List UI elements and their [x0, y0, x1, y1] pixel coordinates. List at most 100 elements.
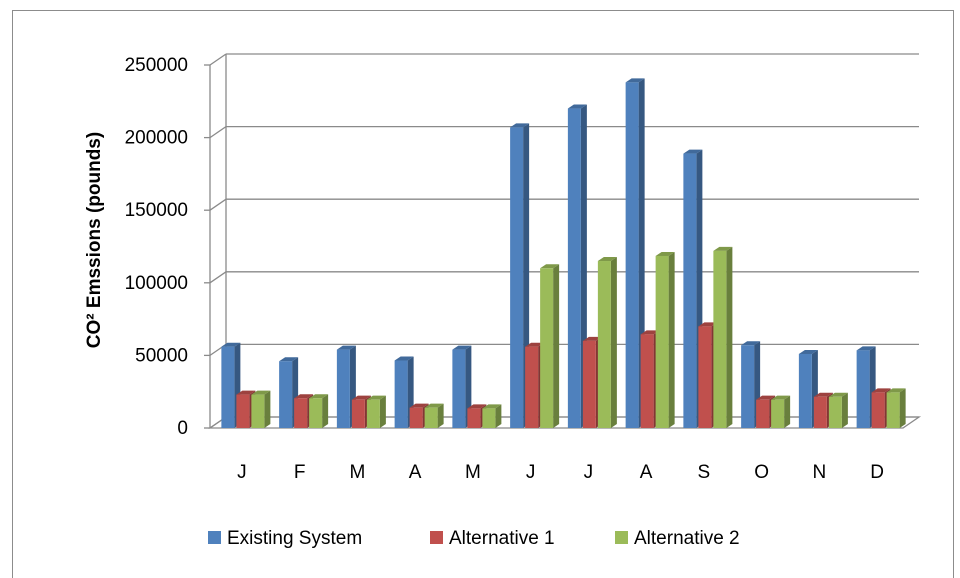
y-tick-label: 150000 — [125, 200, 188, 221]
bar-side — [726, 246, 733, 428]
bar-front — [567, 108, 581, 428]
y-tick-label: 100000 — [125, 273, 188, 294]
bar-side — [322, 394, 329, 428]
bar-side — [784, 395, 791, 428]
bar-front — [236, 394, 250, 428]
legend-swatch — [430, 531, 443, 544]
x-tick-label: S — [698, 462, 711, 483]
bar-front — [640, 334, 654, 428]
bar-top — [409, 403, 429, 408]
bar — [856, 346, 876, 428]
legend-label: Alternative 1 — [449, 528, 555, 549]
bar — [366, 395, 386, 428]
bar-top — [251, 390, 271, 395]
legend-swatch — [615, 531, 628, 544]
bar-front — [452, 349, 466, 428]
bar-front — [771, 399, 785, 428]
bar-top — [221, 342, 241, 347]
bar-front — [698, 326, 712, 428]
bar — [251, 390, 271, 428]
bar-front — [540, 268, 554, 428]
bar-top — [798, 349, 818, 354]
bar-top — [813, 392, 833, 397]
bar — [597, 257, 617, 428]
bar-front — [856, 350, 870, 428]
bar-front — [683, 153, 697, 428]
bar-top — [683, 149, 703, 154]
bar-front — [798, 353, 812, 428]
gridline-side — [209, 126, 227, 139]
bar-side — [841, 392, 848, 428]
bar-front — [409, 407, 423, 428]
y-tick-label: 0 — [177, 418, 188, 439]
bar-top — [424, 403, 444, 408]
bar-top — [294, 394, 314, 399]
legend-item: Alternative 2 — [615, 528, 740, 549]
bar-top — [540, 264, 560, 269]
bar-front — [394, 360, 408, 428]
bars — [221, 78, 906, 428]
bar-side — [264, 390, 271, 428]
bar-side — [495, 404, 502, 428]
legend-item: Alternative 1 — [430, 528, 555, 549]
bar-side — [553, 264, 560, 428]
bar-front — [366, 399, 380, 428]
bar-side — [899, 388, 906, 428]
bar-top — [771, 395, 791, 400]
legend: Existing System Alternative 1 Alternative … — [208, 528, 740, 549]
gridline-side — [209, 198, 227, 211]
x-tick-label: A — [640, 462, 653, 483]
bar — [771, 395, 791, 428]
legend-item: Existing System — [208, 528, 362, 549]
bar-side — [610, 257, 617, 428]
bar-front — [597, 261, 611, 428]
bar-front — [279, 361, 293, 428]
bar — [625, 78, 645, 428]
bar-top — [886, 388, 906, 393]
x-tick-label: J — [237, 462, 247, 483]
bar — [871, 388, 891, 428]
bar-front — [336, 349, 350, 428]
y-axis-label: CO² Emssions (pounds) — [84, 132, 105, 348]
bar-side — [668, 251, 675, 428]
bar-top — [452, 345, 472, 350]
bar-front — [871, 392, 885, 428]
bar-front — [251, 394, 265, 428]
bar-front — [813, 396, 827, 428]
bar-front — [510, 127, 524, 428]
bar — [886, 388, 906, 428]
bar-top — [279, 357, 299, 362]
bar-front — [221, 346, 235, 428]
bar — [309, 394, 329, 428]
y-tick-label: 250000 — [125, 55, 188, 76]
bar-top — [856, 346, 876, 351]
bar-front — [467, 408, 481, 428]
x-tick-label: M — [349, 462, 365, 483]
chart-frame — [12, 10, 954, 578]
bar-front — [828, 396, 842, 428]
legend-label: Alternative 2 — [634, 528, 740, 549]
gridline-side — [209, 53, 227, 66]
bar-front — [582, 340, 596, 428]
bar-front — [351, 399, 365, 428]
bar-top — [597, 257, 617, 262]
bar-top — [640, 330, 660, 335]
bar-top — [655, 251, 675, 256]
x-tick-label: J — [526, 462, 536, 483]
bar-top — [741, 341, 761, 346]
bar — [424, 403, 444, 428]
bar-top — [236, 390, 256, 395]
x-tick-label: J — [584, 462, 594, 483]
bar-top — [336, 345, 356, 350]
bar-top — [871, 388, 891, 393]
bar-front — [294, 398, 308, 428]
bar-top — [698, 322, 718, 327]
bar-front — [741, 345, 755, 428]
x-tick-label: A — [409, 462, 422, 483]
floor — [207, 416, 922, 429]
bar — [828, 392, 848, 428]
bar-top — [510, 123, 530, 128]
bar — [655, 251, 675, 428]
bar-top — [625, 78, 645, 83]
bar-front — [886, 392, 900, 428]
